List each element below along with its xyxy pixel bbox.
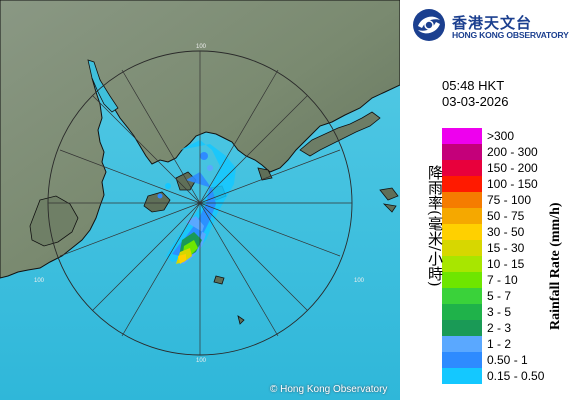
legend-item: 3 - 5 — [442, 304, 572, 320]
hko-logo: 香港天文台 HONG KONG OBSERVATORY — [412, 8, 572, 44]
copyright-text: © Hong Kong Observatory — [270, 384, 388, 395]
legend-item: 0.15 - 0.50 — [442, 368, 572, 384]
legend-item: 30 - 50 — [442, 224, 572, 240]
legend-item: 0.50 - 1 — [442, 352, 572, 368]
legend-label: 1 - 2 — [487, 337, 512, 351]
legend-label: 0.15 - 0.50 — [487, 369, 545, 383]
legend-swatch — [442, 368, 482, 384]
legend-swatch — [442, 176, 482, 192]
legend-item: 75 - 100 — [442, 192, 572, 208]
legend-item: >300 — [442, 128, 572, 144]
legend-title-english: Rainfall Rate (mm/h) — [548, 202, 563, 330]
legend-item: 50 - 75 — [442, 208, 572, 224]
legend-swatch — [442, 256, 482, 272]
legend-swatch — [442, 208, 482, 224]
timestamp-date: 03-03-2026 — [442, 94, 509, 109]
legend-swatch — [442, 144, 482, 160]
legend-swatch — [442, 336, 482, 352]
legend-label: 150 - 200 — [487, 161, 538, 175]
legend-item: 150 - 200 — [442, 160, 572, 176]
legend-label: 200 - 300 — [487, 145, 538, 159]
legend-label: 75 - 100 — [487, 193, 532, 207]
legend-label: >300 — [487, 129, 515, 143]
legend-label: 2 - 3 — [487, 321, 512, 335]
svg-text:100: 100 — [354, 278, 365, 284]
legend-swatch — [442, 272, 482, 288]
legend-swatch — [442, 192, 482, 208]
hko-logo-icon — [413, 9, 445, 41]
mainland-landmass — [0, 0, 400, 279]
legend-title-chinese: 降雨率(毫米/小時) — [426, 165, 444, 287]
legend-item: 200 - 300 — [442, 144, 572, 160]
info-panel: 香港天文台 HONG KONG OBSERVATORY 05:48 HKT 03… — [400, 0, 577, 400]
timestamp-time: 05:48 HKT — [442, 78, 505, 93]
western-coast — [29, 195, 79, 247]
legend-swatch — [442, 320, 482, 336]
radar-map: 100 100 100 100 — [0, 0, 400, 400]
svg-text:100: 100 — [34, 278, 45, 284]
legend-swatch — [442, 240, 482, 256]
legend-swatch — [442, 304, 482, 320]
svg-text:100: 100 — [196, 44, 207, 50]
legend-item: 100 - 150 — [442, 176, 572, 192]
logo-chinese-name: 香港天文台 — [452, 14, 533, 32]
legend-item: 1 - 2 — [442, 336, 572, 352]
logo-english-name: HONG KONG OBSERVATORY — [452, 30, 569, 40]
legend-swatch — [442, 160, 482, 176]
legend-label: 30 - 50 — [487, 225, 525, 239]
legend-item: 2 - 3 — [442, 320, 572, 336]
legend-swatch — [442, 224, 482, 240]
range-ring-labels: 100 100 100 100 — [34, 44, 365, 364]
legend-label: 7 - 10 — [487, 273, 518, 287]
legend-swatch — [442, 288, 482, 304]
legend-item: 15 - 30 — [442, 240, 572, 256]
range-spokes — [48, 51, 352, 355]
rainfall-legend: >300 200 - 300 150 - 200 100 - 150 75 - 100 5… — [442, 128, 572, 384]
legend-item: 10 - 15 — [442, 256, 572, 272]
legend-label: 0.50 - 1 — [487, 353, 528, 367]
svg-text:100: 100 — [196, 358, 207, 364]
legend-label: 100 - 150 — [487, 177, 538, 191]
legend-swatch — [442, 352, 482, 368]
east-coast-headland — [299, 111, 381, 157]
legend-label: 10 - 15 — [487, 257, 525, 271]
legend-item: 5 - 7 — [442, 288, 572, 304]
legend-item: 7 - 10 — [442, 272, 572, 288]
legend-label: 5 - 7 — [487, 289, 512, 303]
legend-label: 50 - 75 — [487, 209, 525, 223]
legend-label: 3 - 5 — [487, 305, 512, 319]
legend-swatch — [442, 128, 482, 144]
legend-label: 15 - 30 — [487, 241, 525, 255]
